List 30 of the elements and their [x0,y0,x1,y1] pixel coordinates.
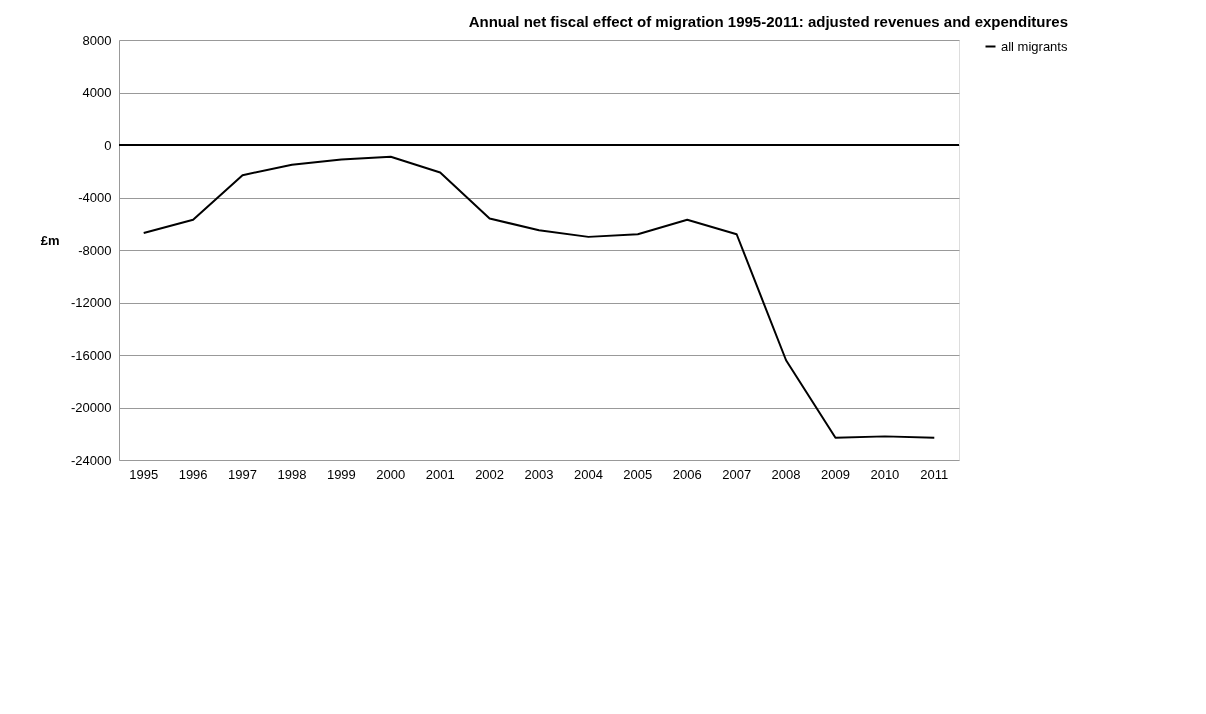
line-series [142,155,936,439]
y-tick-label: -20000 [71,400,112,415]
y-tick-label: -12000 [71,295,112,310]
y-tick-label: 4000 [82,85,112,100]
y-tick-label: -4000 [78,190,112,205]
x-tick-label: 2004 [573,466,603,482]
x-tick-label: 1995 [129,466,159,482]
x-tick-label: 1999 [326,466,356,482]
x-tick-label: 1997 [228,466,257,482]
y-tick-label: 0 [104,137,112,153]
y-tick-label: -24000 [71,452,112,468]
x-tick-label: 2002 [475,466,505,482]
y-axis-title: £m [40,232,60,248]
x-tick-label: 2001 [425,466,455,482]
x-tick-label: 2010 [870,466,900,482]
chart-title: Annual net fiscal effect of migration 1995-2011: adjusted revenues and expenditures [468,13,1068,30]
legend-label: all migrants [1001,38,1068,54]
x-tick-label: 2009 [821,466,850,482]
y-tick-label: 8000 [82,32,112,48]
x-tick-label: 2007 [722,466,752,482]
x-tick-label: 2011 [920,466,949,482]
x-tick-label: 2000 [376,466,406,482]
x-tick-label: 2008 [771,466,801,482]
x-tick-label: 2006 [672,466,702,482]
y-tick-label: -8000 [78,242,112,258]
y-tick-label: -16000 [71,347,112,363]
x-tick-label: 2005 [623,466,653,482]
x-tick-label: 1996 [178,466,208,482]
x-tick-label: 1998 [277,466,307,482]
x-tick-label: 2003 [524,466,554,482]
